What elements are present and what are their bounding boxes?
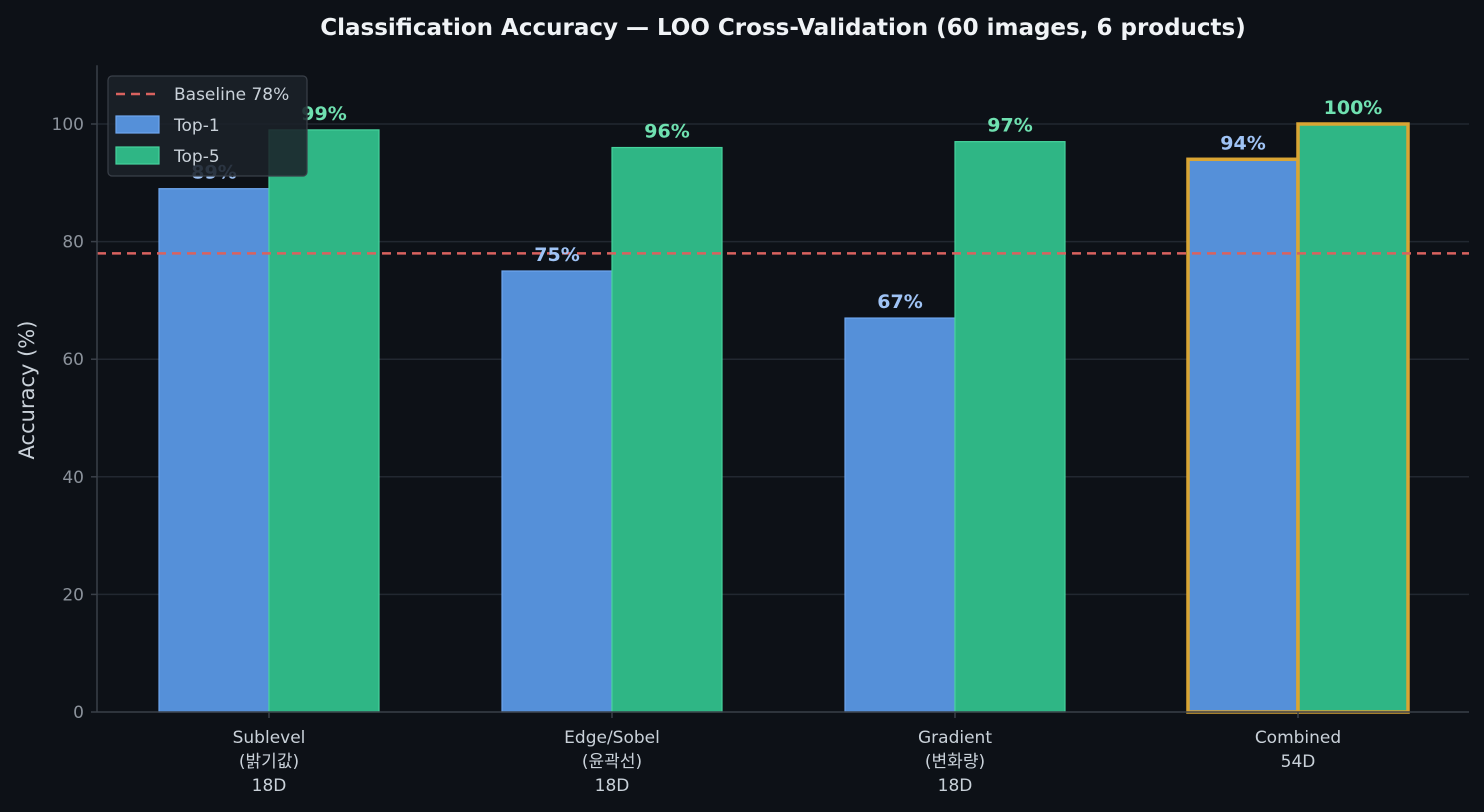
y-tick-label: 20 <box>62 585 84 605</box>
value-label: 96% <box>644 121 689 143</box>
y-tick-label: 80 <box>62 233 84 253</box>
bar-top1-0 <box>158 188 270 713</box>
legend-swatch-top1 <box>115 115 160 134</box>
bars-layer <box>158 122 1410 714</box>
value-label: 94% <box>1220 132 1265 154</box>
bar-top1-2 <box>844 317 956 713</box>
x-tick-label: Gradient <box>918 728 992 748</box>
x-tick-label: (밝기값) <box>239 752 299 772</box>
x-tick-label: Combined <box>1255 728 1341 748</box>
bar-top1-1 <box>501 270 613 713</box>
value-label: 67% <box>877 291 922 313</box>
x-tick-label: 18D <box>595 776 630 796</box>
axis-layer: 0 20 40 60 80 100 Sublevel (밝기값) 18D Edge/Sobel (윤… <box>52 65 1469 796</box>
bar-top1-3 <box>1186 157 1300 714</box>
value-label: 99% <box>301 103 346 125</box>
bar-top5-1 <box>611 146 723 713</box>
x-tick-label: 18D <box>938 776 973 796</box>
y-tick-label: 100 <box>52 115 84 135</box>
bar-top5-0 <box>268 129 380 713</box>
legend-baseline-label: Baseline 78% <box>174 85 289 105</box>
x-tick-label: Edge/Sobel <box>564 728 660 748</box>
y-tick-label: 60 <box>62 350 84 370</box>
legend: Baseline 78% Top-1 Top-5 <box>107 75 308 177</box>
x-tick-label: 18D <box>252 776 287 796</box>
x-tick-label: (변화량) <box>925 752 985 772</box>
x-tick-label: Sublevel <box>233 728 306 748</box>
x-tick-label: (윤곽선) <box>582 752 642 772</box>
x-tick-label: 54D <box>1281 752 1316 772</box>
y-tick-label: 0 <box>73 703 84 723</box>
value-label: 97% <box>987 115 1032 137</box>
y-tick-label: 40 <box>62 468 84 488</box>
legend-label: Top-1 <box>173 116 220 136</box>
bar-top5-2 <box>954 141 1066 713</box>
chart-title: Classification Accuracy — LOO Cross-Vali… <box>320 15 1246 41</box>
value-label: 100% <box>1324 97 1383 119</box>
bar-top5-3 <box>1296 122 1410 714</box>
legend-label: Top-5 <box>173 147 220 167</box>
legend-swatch-top5 <box>115 146 160 165</box>
value-labels-layer: 89%99%75%96%67%97%94%100% <box>191 97 1382 313</box>
value-label: 75% <box>534 244 579 266</box>
y-axis-label: Accuracy (%) <box>15 321 39 460</box>
